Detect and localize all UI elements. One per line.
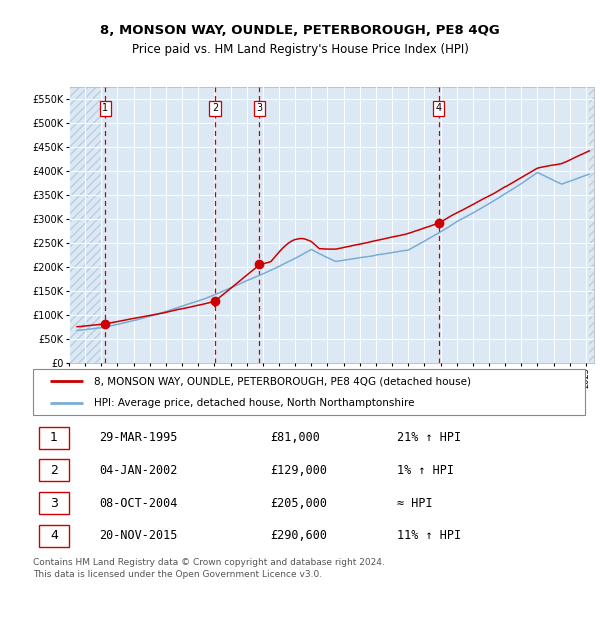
Text: £129,000: £129,000 [271, 464, 328, 477]
FancyBboxPatch shape [38, 525, 69, 547]
Text: £205,000: £205,000 [271, 497, 328, 510]
Text: 4: 4 [50, 529, 58, 542]
Text: ≈ HPI: ≈ HPI [397, 497, 433, 510]
Bar [69, 87, 101, 363]
Text: 29-MAR-1995: 29-MAR-1995 [99, 431, 178, 444]
Text: HPI: Average price, detached house, North Northamptonshire: HPI: Average price, detached house, Nort… [94, 398, 414, 408]
Text: 21% ↑ HPI: 21% ↑ HPI [397, 431, 461, 444]
Text: Contains HM Land Registry data © Crown copyright and database right 2024.
This d: Contains HM Land Registry data © Crown c… [33, 558, 385, 579]
Text: 11% ↑ HPI: 11% ↑ HPI [397, 529, 461, 542]
Text: £81,000: £81,000 [271, 431, 320, 444]
FancyBboxPatch shape [38, 459, 69, 481]
Text: 4: 4 [436, 104, 442, 113]
Text: 3: 3 [50, 497, 58, 510]
Text: 20-NOV-2015: 20-NOV-2015 [99, 529, 178, 542]
Text: 1% ↑ HPI: 1% ↑ HPI [397, 464, 454, 477]
Text: 2: 2 [212, 104, 218, 113]
Text: 3: 3 [256, 104, 262, 113]
FancyBboxPatch shape [38, 492, 69, 514]
Text: 04-JAN-2002: 04-JAN-2002 [99, 464, 178, 477]
Text: Price paid vs. HM Land Registry's House Price Index (HPI): Price paid vs. HM Land Registry's House … [131, 43, 469, 56]
FancyBboxPatch shape [38, 427, 69, 448]
Bar [589, 87, 594, 363]
Text: 08-OCT-2004: 08-OCT-2004 [99, 497, 178, 510]
Text: £290,600: £290,600 [271, 529, 328, 542]
FancyBboxPatch shape [33, 369, 585, 415]
Text: 8, MONSON WAY, OUNDLE, PETERBOROUGH, PE8 4QG: 8, MONSON WAY, OUNDLE, PETERBOROUGH, PE8… [100, 24, 500, 37]
Text: 1: 1 [102, 104, 109, 113]
Text: 8, MONSON WAY, OUNDLE, PETERBOROUGH, PE8 4QG (detached house): 8, MONSON WAY, OUNDLE, PETERBOROUGH, PE8… [94, 376, 471, 386]
Text: 1: 1 [50, 431, 58, 444]
Text: 2: 2 [50, 464, 58, 477]
